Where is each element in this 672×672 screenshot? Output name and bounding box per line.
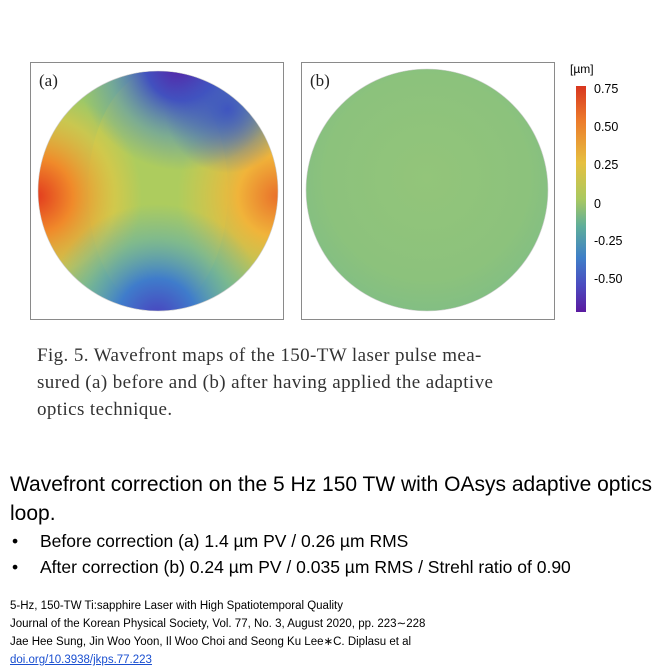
wavefront-map-before: (a) [30,62,284,320]
bullet-text: Before correction (a) 1.4 µm PV / 0.26 µ… [40,531,409,551]
wavefront-after-image [305,68,549,312]
wavefront-before-image [37,70,279,312]
wavefront-map-after: (b) [301,62,555,320]
bullet-icon: • [12,557,19,577]
caption-line: optics technique. [37,399,173,420]
bullet-item: • After correction (b) 0.24 µm PV / 0.03… [10,554,660,580]
colorbar-tick: -0.25 [594,234,623,248]
reference-block: 5-Hz, 150-TW Ti:sapphire Laser with High… [10,597,425,669]
panel-a-label: (a) [39,71,58,90]
reference-journal: Journal of the Korean Physical Society, … [10,618,426,630]
colorbar [576,86,586,312]
reference-authors: Jae Hee Sung, Jin Woo Yoon, Il Woo Choi … [10,636,412,648]
figure-caption: Fig. 5. Wavefront maps of the 150-TW las… [37,342,637,423]
colorbar-tick: -0.50 [594,272,623,286]
reference-title: 5-Hz, 150-TW Ti:sapphire Laser with High… [10,600,344,612]
panel-b-label: (b) [310,71,330,90]
slide-headline: Wavefront correction on the 5 Hz 150 TW … [10,473,652,525]
caption-line: Fig. 5. Wavefront maps of the 150-TW las… [37,345,482,366]
bullet-item: • Before correction (a) 1.4 µm PV / 0.26… [10,528,660,554]
bullet-text: After correction (b) 0.24 µm PV / 0.035 … [40,557,571,577]
colorbar-tick: 0.25 [594,158,619,172]
colorbar-unit-label: [µm] [570,62,594,76]
colorbar-tick: 0 [594,197,601,211]
colorbar-tick: 0.75 [594,82,619,96]
colorbar-tick: 0.50 [594,120,619,134]
bullet-list: • Before correction (a) 1.4 µm PV / 0.26… [10,528,660,580]
doi-link[interactable]: doi.org/10.3938/jkps.77.223 [10,654,152,666]
bullet-icon: • [12,531,19,551]
caption-line: sured (a) before and (b) after having ap… [37,372,494,393]
